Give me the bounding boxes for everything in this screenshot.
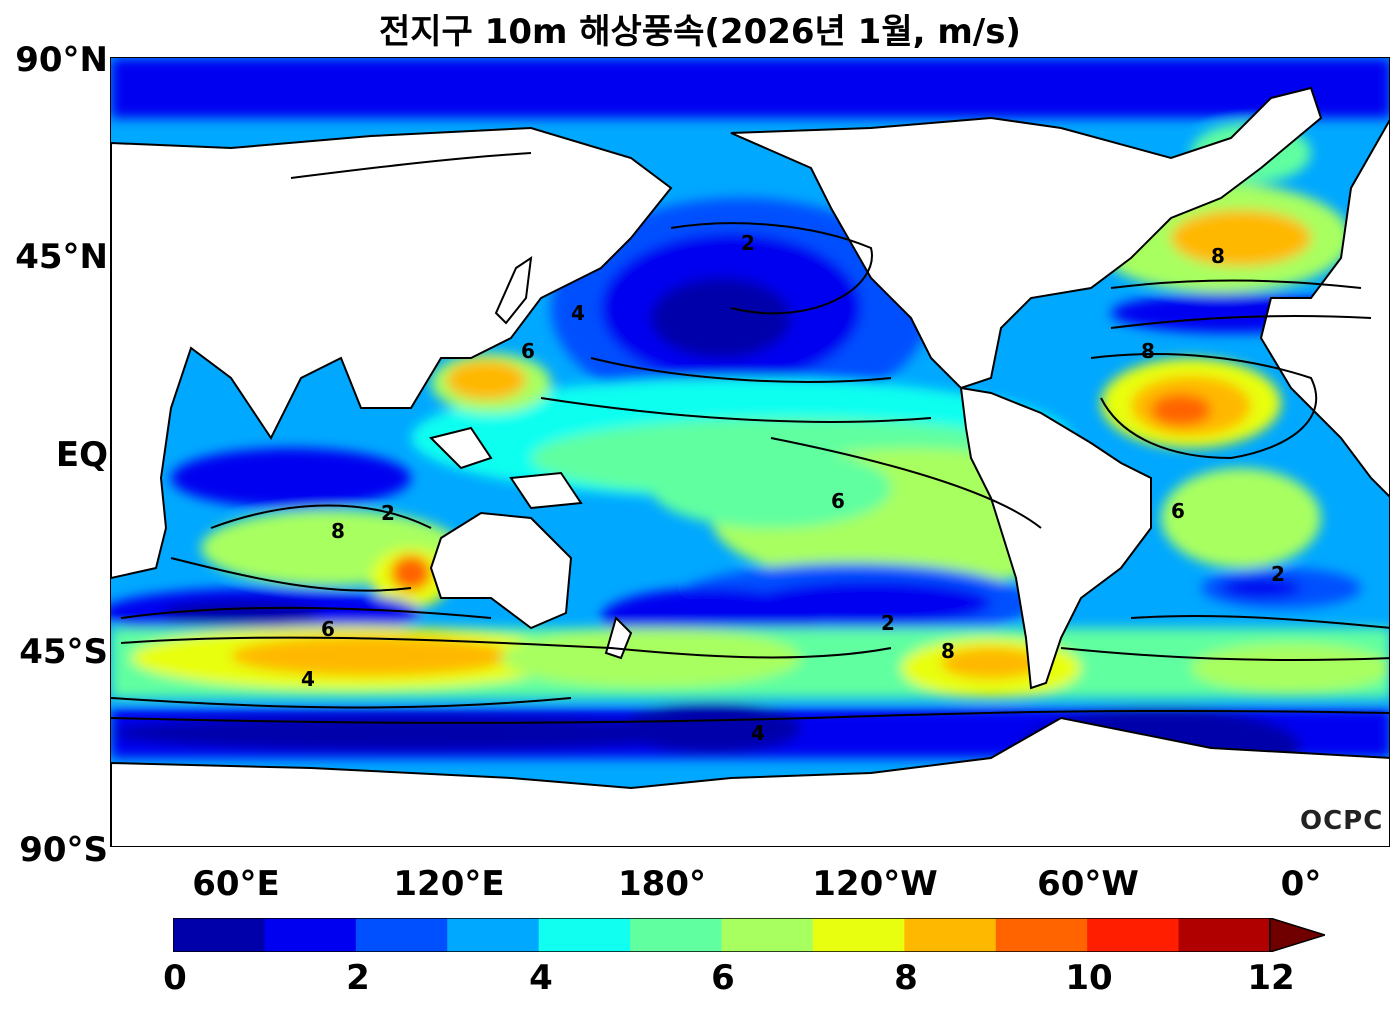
africa-europe-west [1259, 119, 1389, 498]
lat-label-eq: EQ [55, 435, 108, 475]
contour-label: 4 [751, 721, 765, 745]
contour-label: 8 [1211, 244, 1225, 268]
colorbar-tick: 2 [346, 958, 370, 998]
contour-label: 8 [941, 639, 955, 663]
colorbar-tick: 10 [1065, 958, 1113, 998]
contour-label: 2 [741, 231, 755, 255]
australia [429, 511, 573, 630]
contour-label: 6 [521, 339, 535, 363]
land-masses [111, 86, 1389, 846]
ocpc-logo: OCPC [1300, 806, 1384, 836]
contour-label: 4 [571, 301, 585, 325]
colorbar-tick: 6 [711, 958, 735, 998]
antarctica [111, 716, 1389, 846]
lat-label-45n: 45°N [15, 237, 108, 277]
eurasia-africa-east [111, 126, 673, 580]
new-guinea [509, 471, 583, 510]
contour-label: 6 [831, 489, 845, 513]
contour-label: 8 [1141, 339, 1155, 363]
colorbar-cell [1087, 918, 1180, 952]
lat-label-45s: 45°S [19, 632, 108, 672]
north-america [730, 86, 1323, 390]
contour-label: 6 [1171, 499, 1185, 523]
colorbar-cell [447, 918, 540, 952]
contour-label: 4 [301, 667, 315, 691]
lat-label-90s: 90°S [19, 830, 108, 870]
lon-label-120e: 120°E [393, 864, 505, 904]
borneo [429, 426, 493, 470]
colorbar-extend-arrow [1269, 918, 1325, 952]
colorbar-tick: 0 [163, 958, 187, 998]
lat-label-90n: 90°N [15, 40, 108, 80]
colorbar-cell [904, 918, 997, 952]
colorbar-cell [812, 918, 905, 952]
contour-label: 2 [1271, 562, 1285, 586]
colorbar-cells [173, 918, 1271, 952]
lon-label-120w: 120°W [812, 864, 938, 904]
wind-speed-map: 2 4 6 8 8 8 8 6 2 4 6 6 4 2 2 [110, 57, 1390, 847]
colorbar-tick: 8 [894, 958, 918, 998]
lon-label-60e: 60°E [192, 864, 280, 904]
colorbar-cell [173, 918, 265, 952]
wind-field [111, 58, 1389, 788]
colorbar-cell [1178, 918, 1271, 952]
colorbar [173, 918, 1325, 952]
south-america [959, 386, 1152, 690]
contour-label: 8 [331, 519, 345, 543]
colorbar-cell [995, 918, 1088, 952]
lon-label-60w: 60°W [1037, 864, 1139, 904]
contour-label: 2 [381, 501, 395, 525]
colorbar-cell [264, 918, 357, 952]
colorbar-tick: 12 [1247, 958, 1295, 998]
contour-labels: 2 4 6 8 8 8 8 6 2 4 6 6 4 2 2 [301, 231, 1285, 745]
lon-label-180: 180° [618, 864, 706, 904]
japan [494, 255, 533, 325]
contour-label: 6 [321, 617, 335, 641]
colorbar-cell [538, 918, 631, 952]
map-canvas: 2 4 6 8 8 8 8 6 2 4 6 6 4 2 2 [111, 58, 1389, 846]
map-title: 전지구 10m 해상풍속(2026년 1월, m/s) [379, 12, 1021, 52]
colorbar-tick: 4 [529, 958, 553, 998]
contour-lines [111, 152, 1389, 724]
colorbar-cell [721, 918, 814, 952]
lon-label-0: 0° [1280, 864, 1322, 904]
colorbar-cell [630, 918, 722, 952]
contour-label: 2 [881, 611, 895, 635]
colorbar-cell [355, 918, 448, 952]
